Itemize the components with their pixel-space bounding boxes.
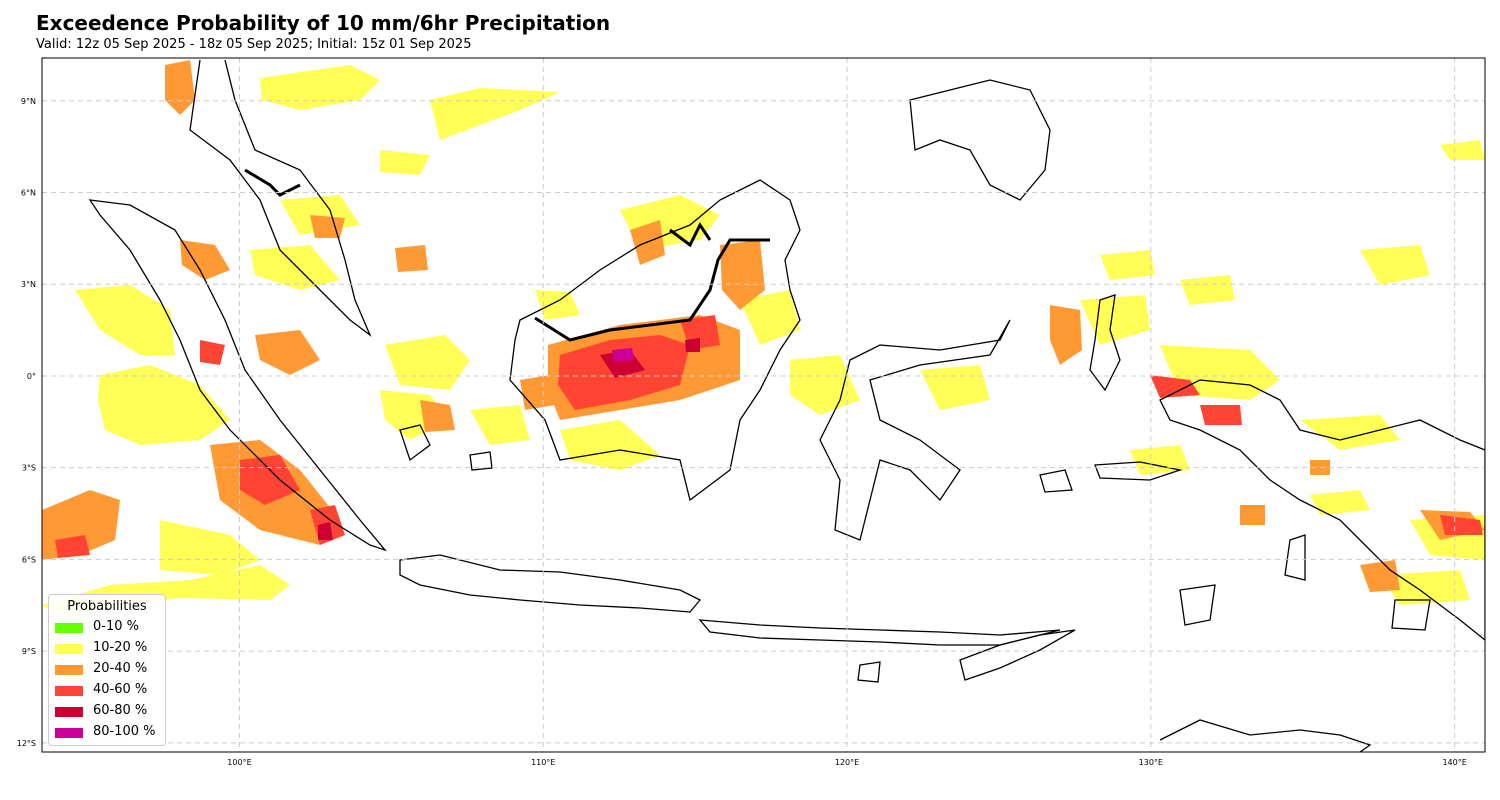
country-borders	[244, 168, 770, 342]
coastlines	[88, 59, 1485, 752]
lat-tick-label: 0°	[27, 372, 36, 381]
legend-item: 0-10 %	[55, 619, 161, 637]
coast-small-island-4	[1179, 584, 1216, 626]
coast-sulawesi	[819, 319, 1011, 541]
legend-label: 20-40 %	[93, 661, 148, 676]
shading-80-100	[612, 348, 634, 362]
legend-swatch	[55, 707, 83, 717]
coast-borneo	[509, 179, 801, 502]
shading-60-80	[318, 338, 700, 540]
lon-tick-label: 100°E	[227, 758, 251, 767]
legend-item: 40-60 %	[55, 682, 161, 700]
coast-java	[399, 554, 702, 613]
legend-item: 10-20 %	[55, 640, 161, 658]
lat-tick-label: 3°S	[22, 464, 36, 473]
legend-swatch	[55, 623, 83, 633]
coast-timor	[959, 629, 1076, 681]
gridlines	[42, 58, 1485, 752]
coast-australia	[1159, 719, 1372, 752]
lon-tick-label: 130°E	[1139, 758, 1163, 767]
legend: Probabilities 0-10 % 10-20 % 20-40 % 40-…	[48, 594, 166, 746]
map-frame	[41, 57, 1486, 753]
coast-mindanao	[909, 79, 1051, 201]
coast-small-island-2	[1284, 534, 1306, 581]
lon-tick-label: 140°E	[1442, 758, 1466, 767]
legend-swatch	[55, 728, 83, 738]
coast-seram	[1094, 461, 1183, 481]
legend-label: 80-100 %	[93, 724, 156, 739]
border-malay-thai	[244, 168, 301, 197]
coast-halmahera	[1089, 294, 1121, 392]
probability-shading	[42, 60, 1485, 615]
legend-item: 60-80 %	[55, 703, 161, 721]
coast-small-island-3	[1391, 599, 1431, 631]
lat-tick-label: 12°S	[17, 739, 36, 748]
legend-label: 60-80 %	[93, 703, 148, 718]
legend-swatch	[55, 665, 83, 675]
coast-small-island-1	[857, 661, 881, 683]
map-subtitle: Valid: 12z 05 Sep 2025 - 18z 05 Sep 2025…	[36, 37, 472, 52]
map-background	[42, 58, 1485, 752]
latitude-labels: 9°N 6°N 3°N 0° 3°S 6°S 9°S 12°S	[17, 97, 36, 748]
legend-label: 0-10 %	[93, 619, 139, 634]
lon-tick-label: 110°E	[531, 758, 555, 767]
border-borneo	[534, 238, 770, 342]
lat-tick-label: 6°N	[21, 189, 36, 198]
lat-tick-label: 6°S	[22, 555, 36, 564]
legend-item: 80-100 %	[55, 724, 161, 742]
coast-sumatra	[88, 199, 387, 552]
legend-swatch	[55, 686, 83, 696]
border-sabah	[669, 222, 712, 248]
coast-malay-peninsula	[189, 59, 372, 337]
coast-bangka	[399, 424, 431, 462]
longitude-labels: 100°E 110°E 120°E 130°E 140°E	[227, 758, 1466, 767]
coast-buru	[1039, 469, 1073, 493]
coast-new-guinea	[1159, 379, 1485, 641]
legend-title: Probabilities	[67, 599, 147, 614]
legend-swatch	[55, 644, 83, 654]
legend-label: 10-20 %	[93, 640, 148, 655]
legend-item: 20-40 %	[55, 661, 161, 679]
legend-label: 40-60 %	[93, 682, 148, 697]
lon-tick-label: 120°E	[835, 758, 859, 767]
lat-tick-label: 9°N	[21, 97, 36, 106]
map-title: Exceedence Probability of 10 mm/6hr Prec…	[36, 11, 611, 35]
lat-tick-label: 9°S	[22, 647, 36, 656]
lat-tick-label: 3°N	[21, 280, 36, 289]
